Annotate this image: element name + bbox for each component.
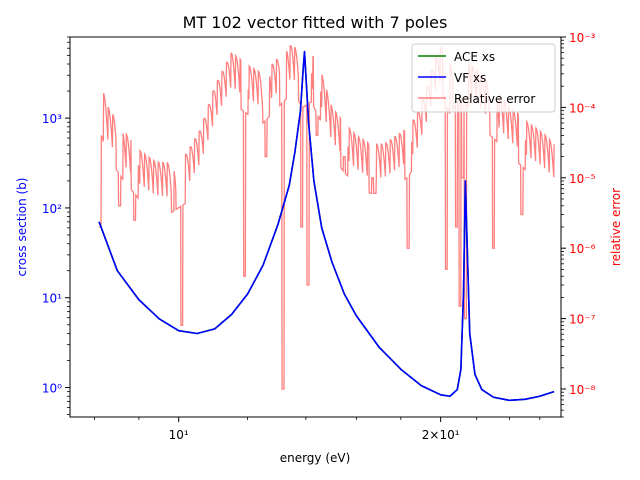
y-right-tick-label: 10⁻⁴: [569, 101, 596, 115]
y-left-tick-label: 10³: [42, 112, 62, 126]
legend-label: Relative error: [454, 92, 535, 106]
x-axis-label: energy (eV): [280, 451, 351, 465]
y-right-tick-label: 10⁻⁸: [569, 383, 596, 397]
x-tick-label: 2×10¹: [422, 428, 460, 442]
y-right-tick-label: 10⁻⁶: [569, 242, 596, 256]
y-left-tick-label: 10¹: [42, 292, 62, 306]
legend: ACE xs VF xs Relative error: [411, 43, 556, 113]
legend-box: [411, 43, 556, 113]
y-left-axis-label: cross section (b): [15, 178, 29, 277]
legend-label: VF xs: [454, 71, 486, 85]
y-right-axis-label: relative error: [609, 188, 623, 266]
y-right-tick-label: 10⁻⁷: [569, 313, 596, 327]
cross-section-layer: [98, 50, 555, 402]
chart-title: MT 102 vector fitted with 7 poles: [183, 13, 448, 32]
x-tick-label: 10¹: [169, 428, 189, 442]
y-right-tick-label: 10⁻⁵: [569, 172, 596, 186]
vf-xs-line: [98, 50, 555, 402]
y-left-tick-label: 10²: [42, 202, 62, 216]
y-left-tick-label: 10⁰: [42, 382, 62, 396]
y-right-tick-label: 10⁻³: [569, 31, 596, 45]
legend-label: ACE xs: [454, 50, 495, 64]
axes: 10¹ 2×10¹ 10⁰ 10¹ 10² 10³ 10⁻⁸ 10⁻⁷ 10⁻⁶ 10⁻⁵ 10⁻⁴…: [42, 31, 596, 442]
